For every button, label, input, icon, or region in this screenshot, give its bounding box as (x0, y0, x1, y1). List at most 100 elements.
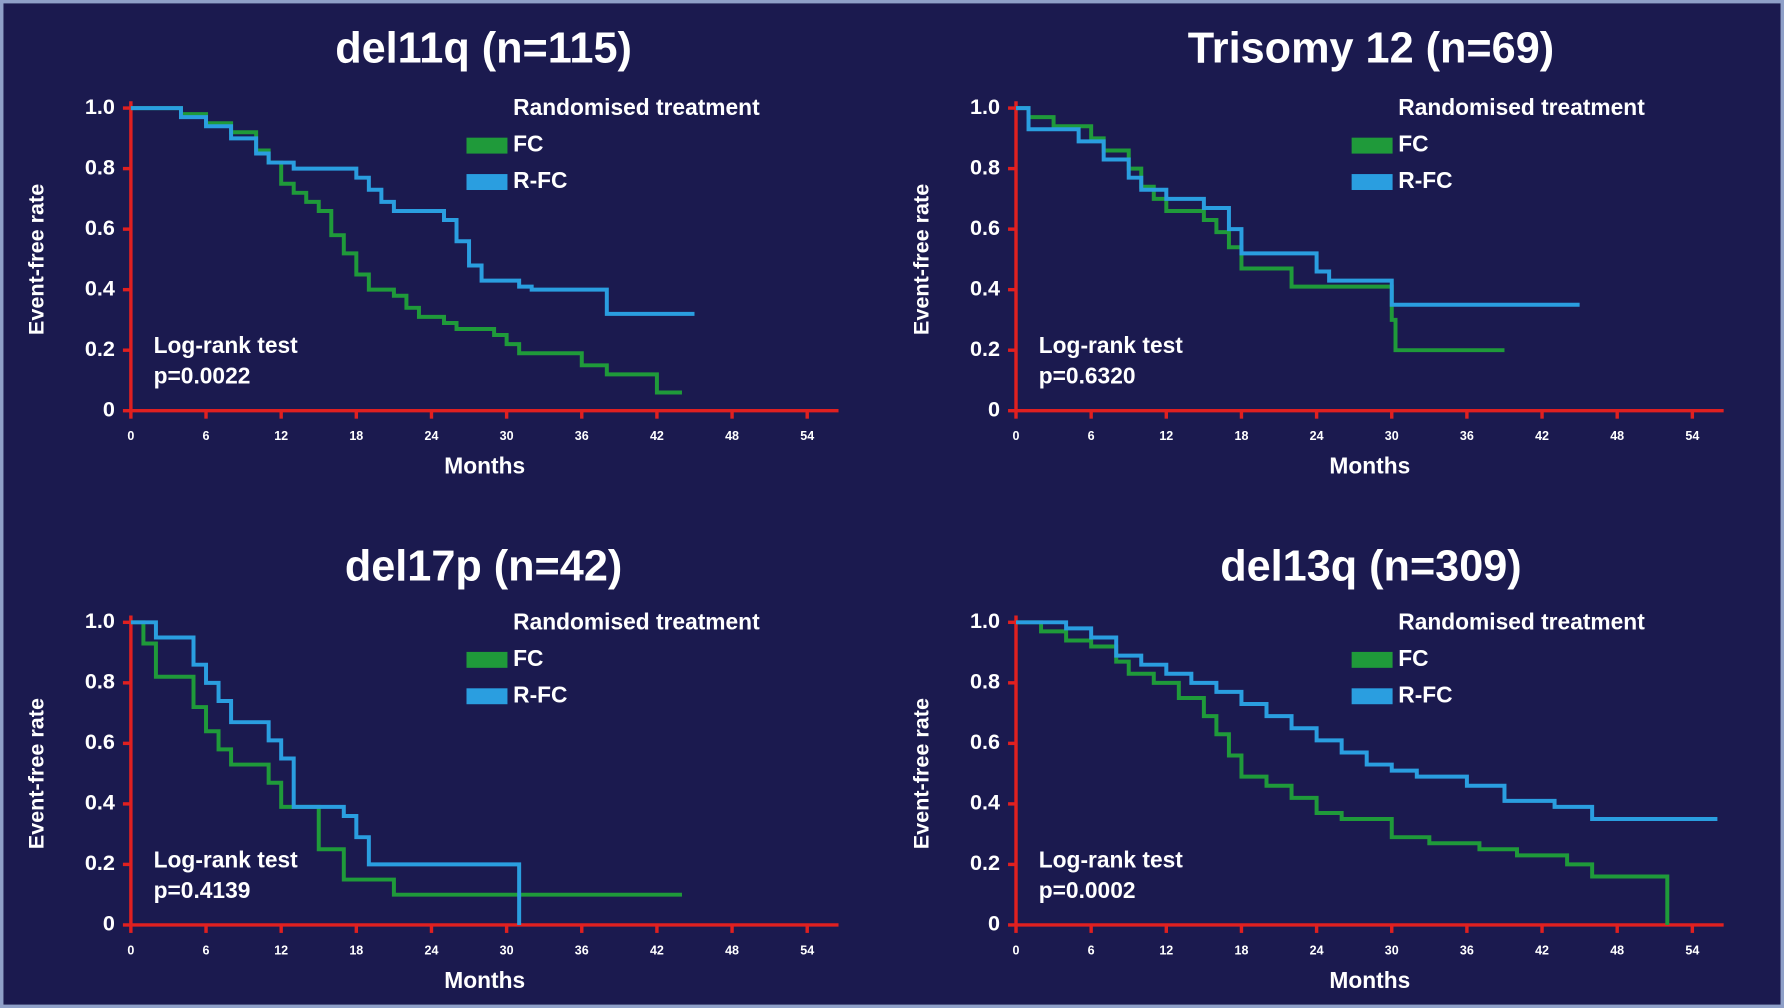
x-tick-label: 42 (1535, 429, 1549, 443)
x-tick-label: 12 (1159, 429, 1173, 443)
legend-swatch (466, 688, 508, 705)
x-tick-label: 30 (500, 429, 514, 443)
x-tick-label: 18 (1235, 429, 1249, 443)
y-tick-label: 0 (988, 911, 1000, 936)
x-tick-label: 18 (349, 429, 363, 443)
x-tick-label: 0 (127, 943, 134, 957)
chart-title: del11q (n=115) (335, 25, 632, 73)
legend-title: Randomised treatment (513, 94, 760, 120)
y-tick-label: 0 (988, 396, 1000, 421)
x-axis-label: Months (444, 453, 525, 479)
legend-swatch (1351, 688, 1393, 705)
x-tick-label: 48 (1610, 943, 1624, 957)
chart-title: Trisomy 12 (n=69) (1188, 25, 1554, 73)
legend-swatch (1351, 651, 1393, 668)
x-tick-label: 0 (1013, 943, 1020, 957)
y-tick-label: 1.0 (85, 94, 115, 119)
y-tick-label: 0.2 (85, 850, 115, 875)
legend-swatch (1351, 137, 1393, 154)
legend-swatch (1351, 174, 1393, 190)
x-tick-label: 48 (725, 429, 739, 443)
y-tick-label: 0.8 (970, 154, 1000, 179)
y-tick-label: 0.6 (85, 729, 115, 754)
x-tick-label: 42 (650, 429, 664, 443)
y-tick-label: 0 (103, 911, 115, 936)
legend-label: FC (513, 131, 543, 157)
survival-curve (130, 106, 695, 316)
panel: del13q (n=309) 0 0.2 0.4 0.6 0.8 1.0 0 6 12 18 24 30… (908, 542, 1724, 993)
x-tick-label: 24 (1310, 429, 1324, 443)
annotation: p=0.4139 (154, 877, 251, 903)
x-tick-label: 48 (725, 943, 739, 957)
y-tick-label: 1.0 (85, 608, 115, 633)
annotation: Log-rank test (1039, 846, 1184, 872)
y-tick-label: 0.4 (85, 275, 115, 300)
x-tick-label: 54 (800, 943, 814, 957)
legend-swatch (466, 174, 508, 190)
x-tick-label: 48 (1610, 429, 1624, 443)
x-tick-label: 24 (425, 429, 439, 443)
y-tick-label: 0.6 (970, 215, 1000, 240)
legend-label: R-FC (513, 167, 567, 193)
x-tick-label: 18 (1235, 943, 1249, 957)
x-tick-label: 36 (575, 429, 589, 443)
y-axis-label: Event-free rate (908, 184, 933, 335)
survival-curve (130, 620, 682, 897)
x-tick-label: 24 (1310, 943, 1324, 957)
x-tick-label: 36 (1460, 943, 1474, 957)
x-tick-label: 6 (203, 429, 210, 443)
x-tick-label: 12 (274, 943, 288, 957)
legend-label: R-FC (1398, 167, 1452, 193)
x-axis-label: Months (1329, 453, 1410, 479)
x-tick-label: 36 (1460, 429, 1474, 443)
x-tick-label: 30 (1385, 943, 1399, 957)
x-tick-label: 24 (425, 943, 439, 957)
y-tick-label: 1.0 (970, 608, 1000, 633)
y-tick-label: 0.8 (970, 669, 1000, 694)
x-tick-label: 0 (1013, 429, 1020, 443)
x-tick-label: 36 (575, 943, 589, 957)
x-tick-label: 6 (1088, 429, 1095, 443)
x-tick-label: 6 (203, 943, 210, 957)
survival-curve (130, 106, 682, 395)
x-tick-label: 54 (1685, 429, 1699, 443)
x-tick-label: 12 (274, 429, 288, 443)
x-tick-label: 42 (650, 943, 664, 957)
y-tick-label: 0.4 (970, 790, 1000, 815)
survival-curve (1016, 106, 1505, 353)
panel: del17p (n=42) 0 0.2 0.4 0.6 0.8 1.0 0 6 12 18 24 30 3… (23, 542, 839, 993)
y-tick-label: 0.8 (85, 669, 115, 694)
annotation: p=0.0022 (154, 363, 251, 389)
survival-curve (1016, 106, 1580, 307)
x-tick-label: 6 (1088, 943, 1095, 957)
panel: Trisomy 12 (n=69) 0 0.2 0.4 0.6 0.8 1.0 0 6 12 18 2… (908, 25, 1724, 479)
legend-label: FC (513, 645, 543, 671)
y-tick-label: 0.2 (970, 336, 1000, 361)
y-axis-label: Event-free rate (23, 184, 48, 335)
survival-curve (130, 620, 522, 925)
legend-swatch (466, 651, 508, 668)
legend-title: Randomised treatment (1398, 608, 1645, 634)
x-tick-label: 42 (1535, 943, 1549, 957)
y-tick-label: 0.4 (85, 790, 115, 815)
legend-label: FC (1398, 131, 1428, 157)
annotation: p=0.6320 (1039, 363, 1136, 389)
annotation: Log-rank test (1039, 332, 1184, 358)
y-tick-label: 0.2 (970, 850, 1000, 875)
y-tick-label: 0 (103, 396, 115, 421)
panel: del11q (n=115) 0 0.2 0.4 0.6 0.8 1.0 0 6 12 18 24 30… (23, 25, 839, 479)
x-tick-label: 18 (349, 943, 363, 957)
x-tick-label: 30 (500, 943, 514, 957)
chart-title: del13q (n=309) (1220, 542, 1521, 590)
x-tick-label: 30 (1385, 429, 1399, 443)
annotation: Log-rank test (154, 846, 299, 872)
legend-label: R-FC (513, 681, 567, 707)
y-tick-label: 0.4 (970, 275, 1000, 300)
annotation: Log-rank test (154, 332, 299, 358)
x-tick-label: 12 (1159, 943, 1173, 957)
x-axis-label: Months (1329, 967, 1410, 993)
y-tick-label: 0.6 (85, 215, 115, 240)
legend-title: Randomised treatment (1398, 94, 1645, 120)
x-tick-label: 0 (127, 429, 134, 443)
y-tick-label: 0.8 (85, 154, 115, 179)
